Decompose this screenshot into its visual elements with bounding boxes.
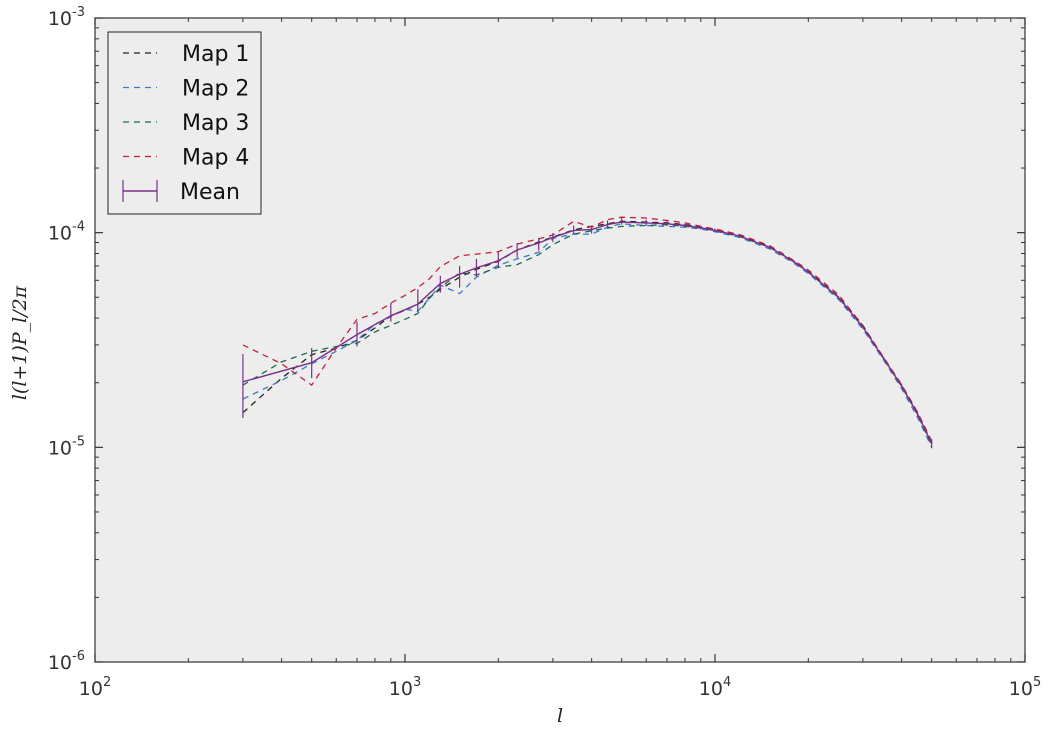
data-point-map-4	[459, 255, 461, 257]
data-point-map-4	[838, 294, 840, 296]
x-tick-labels: 102 103 104 105	[79, 675, 1041, 700]
x-tick-label: 104	[699, 675, 731, 700]
data-point-map-4	[440, 266, 442, 268]
data-point-map-4	[666, 220, 668, 222]
data-point-map-4	[476, 253, 478, 255]
data-point-map-3	[621, 226, 623, 228]
data-point-map-1	[281, 377, 283, 379]
legend-box	[107, 31, 262, 215]
data-point-map-3	[390, 325, 392, 327]
data-point-map-2	[476, 276, 478, 278]
x-tick-base: 10	[389, 678, 413, 700]
data-point-map-3	[281, 361, 283, 363]
y-tick-exponent: -5	[72, 434, 85, 449]
minor-ticks	[95, 18, 1025, 662]
x-axis-label: l	[557, 705, 563, 727]
x-tick-label: 103	[389, 675, 421, 700]
series-line-map-4	[242, 216, 933, 442]
data-point-map-2	[516, 258, 518, 260]
y-tick-base: 10	[48, 437, 72, 459]
data-point-map-2	[538, 252, 540, 254]
x-tick-label: 105	[1009, 675, 1041, 700]
x-tick-exponent: 3	[413, 675, 421, 690]
data-point-map-4	[498, 251, 500, 253]
legend-label-map-2: Map 2	[182, 77, 249, 102]
data-point-map-3	[538, 254, 540, 256]
data-point-map-2	[459, 293, 461, 295]
y-tick-exponent: -3	[72, 5, 85, 20]
data-point-map-2	[281, 380, 283, 382]
x-tick-exponent: 5	[1033, 675, 1041, 690]
series-layer	[242, 216, 933, 449]
y-tick-base: 10	[48, 652, 72, 674]
data-point-map-1	[374, 327, 376, 329]
y-tick-exponent: -6	[72, 649, 85, 664]
y-tick-exponent: -4	[72, 220, 85, 235]
y-tick-label: 10-6	[48, 649, 85, 674]
data-point-map-4	[621, 216, 623, 218]
data-point-map-3	[374, 331, 376, 333]
series-line-map-3	[242, 223, 933, 446]
x-tick-label: 102	[79, 675, 111, 700]
y-axis-label: l(l+1)P_l/2π	[9, 285, 31, 400]
x-tick-base: 10	[79, 678, 103, 700]
data-point-map-4	[645, 217, 647, 219]
y-tick-base: 10	[48, 8, 72, 30]
data-point-map-3	[552, 244, 554, 246]
data-point-map-3	[516, 264, 518, 266]
data-point-map-3	[429, 297, 431, 299]
legend: Map 1 Map 2 Map 3 Map 4 Mean	[107, 31, 262, 215]
legend-label-map-1: Map 1	[182, 42, 249, 67]
legend-label-mean: Mean	[180, 180, 240, 205]
x-tick-exponent: 2	[103, 675, 111, 690]
data-point-map-4	[429, 278, 431, 280]
x-tick-exponent: 4	[723, 675, 731, 690]
data-point-map-3	[417, 313, 419, 315]
data-point-map-4	[281, 363, 283, 365]
data-point-map-4	[573, 220, 575, 222]
data-point-map-4	[311, 384, 313, 386]
data-point-map-4	[356, 318, 358, 320]
y-tick-labels: 10-610-510-410-3	[48, 5, 85, 674]
y-tick-base: 10	[48, 223, 72, 245]
data-point-map-4	[607, 219, 609, 221]
legend-label-map-3: Map 3	[182, 111, 249, 136]
data-point-map-4	[417, 287, 419, 289]
data-point-map-4	[808, 269, 810, 271]
data-point-map-4	[684, 222, 686, 224]
series-line-map-2	[242, 223, 933, 448]
x-tick-base: 10	[1009, 678, 1033, 700]
legend-label-map-4: Map 4	[182, 146, 249, 171]
data-point-map-4	[404, 295, 406, 297]
data-point-map-3	[404, 318, 406, 320]
data-point-map-2	[335, 351, 337, 353]
plot-frame	[94, 17, 1026, 663]
y-tick-label: 10-4	[48, 220, 85, 245]
data-point-map-4	[242, 344, 244, 346]
x-tick-base: 10	[699, 678, 723, 700]
y-tick-label: 10-5	[48, 434, 85, 459]
y-tick-label: 10-3	[48, 5, 85, 30]
data-point-map-4	[374, 313, 376, 315]
